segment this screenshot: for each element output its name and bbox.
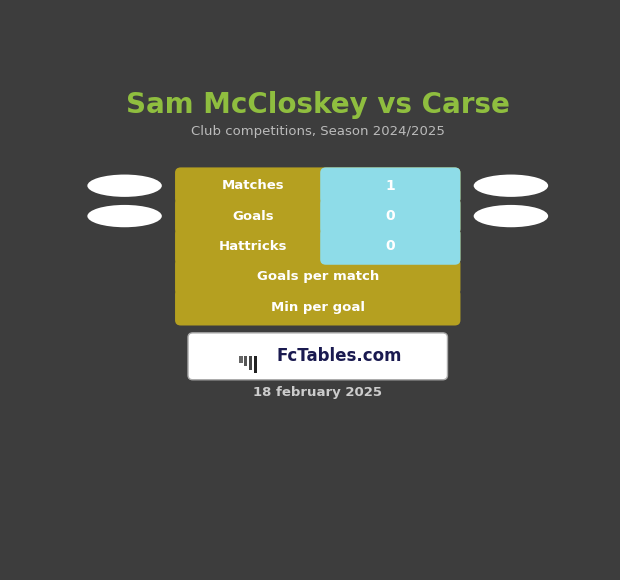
FancyBboxPatch shape (175, 198, 461, 234)
Ellipse shape (474, 205, 548, 227)
Text: 0: 0 (386, 209, 395, 223)
Bar (326, 203, 332, 229)
Text: Goals: Goals (232, 209, 274, 223)
Text: Hattricks: Hattricks (219, 240, 288, 253)
Text: Club competitions, Season 2024/2025: Club competitions, Season 2024/2025 (191, 125, 445, 137)
Ellipse shape (87, 205, 162, 227)
FancyBboxPatch shape (175, 259, 461, 295)
Bar (249, 356, 252, 369)
FancyBboxPatch shape (320, 168, 461, 204)
Bar (326, 173, 332, 199)
Text: Sam McCloskey vs Carse: Sam McCloskey vs Carse (126, 91, 510, 119)
FancyBboxPatch shape (188, 333, 448, 380)
Text: 1: 1 (386, 179, 395, 193)
Text: 0: 0 (386, 240, 395, 253)
Ellipse shape (474, 175, 548, 197)
Bar (326, 234, 332, 259)
Text: Min per goal: Min per goal (271, 300, 365, 314)
Text: FcTables.com: FcTables.com (277, 347, 402, 365)
Bar (244, 356, 247, 366)
FancyBboxPatch shape (320, 228, 461, 264)
Text: 18 february 2025: 18 february 2025 (253, 386, 383, 398)
Ellipse shape (87, 175, 162, 197)
FancyBboxPatch shape (320, 198, 461, 234)
Bar (254, 356, 257, 374)
FancyBboxPatch shape (175, 168, 461, 204)
Text: Matches: Matches (222, 179, 285, 192)
FancyBboxPatch shape (175, 228, 461, 264)
Text: Goals per match: Goals per match (257, 270, 379, 283)
FancyBboxPatch shape (175, 289, 461, 325)
Bar (239, 356, 242, 363)
